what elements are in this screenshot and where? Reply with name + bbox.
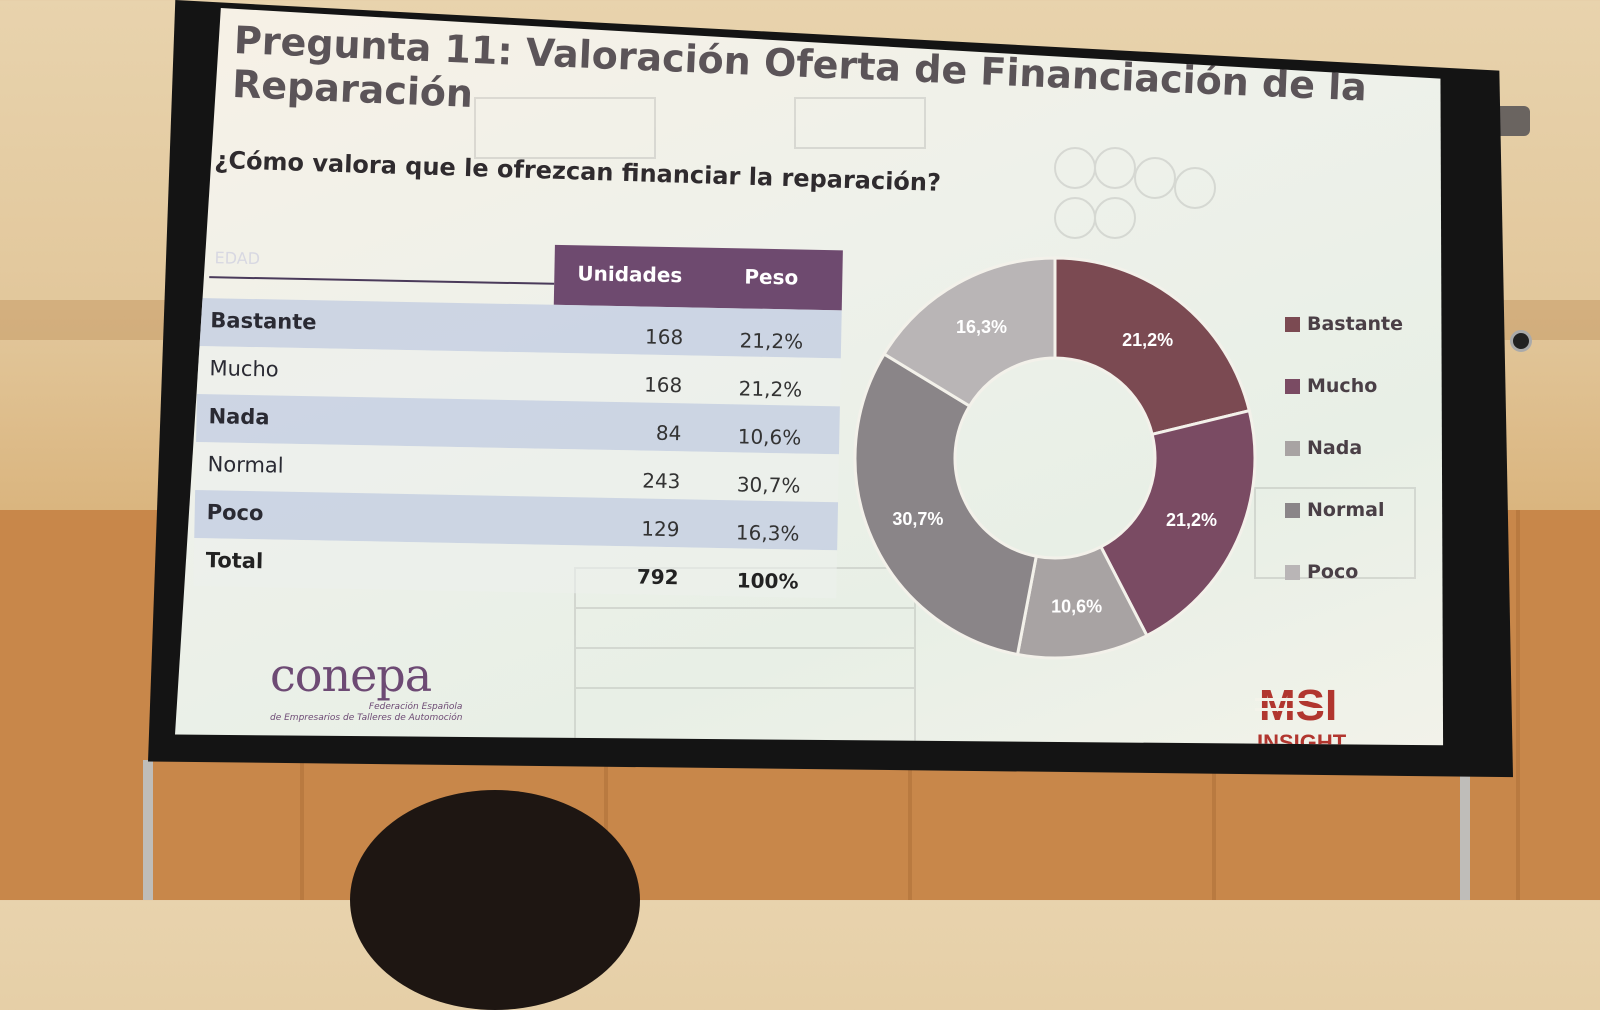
donut-label-normal: 30,7% [892, 509, 943, 529]
row-category: Nada [208, 404, 270, 430]
row-units: 168 [643, 372, 683, 398]
legend-label: Nada [1307, 437, 1363, 459]
donut-label-nada: 10,6% [1051, 596, 1102, 616]
legend-label: Poco [1307, 561, 1359, 583]
row-units: 243 [642, 468, 681, 494]
legend-label: Normal [1307, 499, 1385, 521]
row-units: 792 [636, 564, 679, 590]
donut-chart: 21,2% 21,2% 10,6% 30,7% 16,3% [853, 256, 1257, 660]
projected-slide: Pregunta 11: Valoración Oferta de Financ… [175, 8, 1444, 755]
row-peso: 100% [736, 568, 799, 594]
row-peso: 30,7% [736, 472, 801, 498]
row-units: 168 [644, 324, 684, 350]
row-peso: 21,2% [739, 328, 804, 354]
table-corner-label: EDAD [214, 248, 261, 269]
camera-icon [1510, 330, 1532, 352]
row-peso: 21,2% [738, 376, 803, 402]
legend-label: Bastante [1307, 313, 1404, 335]
donut-label-bastante: 21,2% [1122, 330, 1173, 350]
header-unidades: Unidades [577, 261, 683, 288]
row-peso: 16,3% [735, 520, 800, 546]
header-divider [209, 276, 555, 285]
screen-stand-left [143, 760, 153, 900]
legend-swatch [1285, 317, 1300, 332]
legend-swatch [1285, 441, 1300, 456]
row-category: Normal [207, 452, 284, 478]
row-category: Total [205, 548, 264, 574]
donut-slice-mucho [1098, 408, 1257, 638]
row-units: 84 [655, 420, 682, 446]
header-peso: Peso [744, 264, 799, 290]
conepa-tagline-line1: Federación Española [368, 702, 463, 712]
row-peso: 10,6% [737, 424, 802, 450]
donut-slice-bastante [1053, 256, 1252, 437]
row-category: Bastante [210, 308, 317, 335]
conepa-tagline: Federación Española de Empresarios de Ta… [270, 702, 462, 724]
donut-label-poco: 16,3% [956, 317, 1007, 337]
factory-background-illustration [474, 97, 1416, 746]
row-category: Mucho [209, 356, 279, 382]
msi-insight-logo: MSI INSIGHT [1255, 681, 1347, 755]
msi-subtitle: INSIGHT [1257, 730, 1347, 755]
legend-label: Mucho [1307, 375, 1378, 397]
donut-slice-poco [882, 256, 1057, 409]
conepa-logo: conepa Federación Española de Empresario… [270, 648, 462, 724]
row-units: 129 [641, 516, 680, 542]
screen-stand-right [1460, 770, 1470, 900]
audience-head [350, 790, 640, 1010]
donut-slice-normal [853, 351, 1039, 657]
row-category: Poco [206, 500, 264, 526]
legend-swatch [1285, 565, 1300, 580]
conepa-tagline-line2: de Empresarios de Talleres de Automoción [270, 713, 463, 723]
legend-swatch [1285, 503, 1300, 518]
msi-wordmark: MSI [1259, 681, 1337, 730]
conepa-wordmark: conepa [270, 648, 432, 702]
legend-swatch [1285, 379, 1300, 394]
results-table: EDAD Unidades Peso Bastante 168 21,2% Mu… [193, 238, 843, 599]
donut-label-mucho: 21,2% [1166, 510, 1217, 530]
